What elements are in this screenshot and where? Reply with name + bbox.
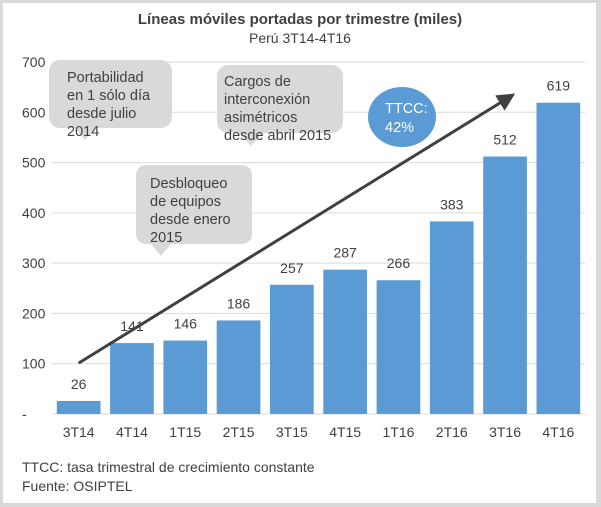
bar — [110, 343, 154, 414]
bar — [216, 320, 261, 414]
data-label: 257 — [280, 260, 304, 276]
ttcc-badge: TTCC: 42% — [368, 87, 436, 147]
callout-desbloqueo: Desbloqueo de equipos desde enero 2015 — [136, 165, 252, 256]
callout-text: Cargos de interconexión asimétricos desd… — [224, 74, 331, 144]
x-tick-label: 2T15 — [223, 424, 255, 440]
bar — [429, 221, 474, 414]
data-label: 186 — [227, 295, 251, 311]
x-tick-label: 3T14 — [63, 424, 95, 440]
y-axis: - 100 200 300 400 500 600 700 — [22, 54, 46, 422]
callout-text: Portabilidad en 1 sólo día desde julio 2… — [67, 70, 154, 140]
y-tick-label: 200 — [22, 305, 46, 321]
x-tick-label: 2T16 — [436, 424, 468, 440]
x-tick-label: 3T16 — [489, 424, 521, 440]
y-tick-label: 400 — [22, 205, 46, 221]
callout-text: Desbloqueo de equipos desde enero 2015 — [150, 176, 235, 246]
chart-title: Líneas móviles portadas por trimestre (m… — [138, 11, 462, 28]
y-tick-label: 600 — [22, 104, 46, 120]
x-tick-label: 4T15 — [329, 424, 361, 440]
bar — [163, 340, 208, 414]
x-tick-label: 3T15 — [276, 424, 308, 440]
x-tick-label: 1T15 — [169, 424, 201, 440]
data-label: 26 — [71, 376, 87, 392]
callout-portabilidad: Portabilidad en 1 sólo día desde julio 2… — [49, 60, 172, 140]
x-tick-label: 4T14 — [116, 424, 148, 440]
y-tick-label: 300 — [22, 255, 46, 271]
bar — [56, 400, 101, 414]
footnote-ttcc: TTCC: tasa trimestral de crecimiento con… — [22, 459, 315, 475]
y-tick-label: 500 — [22, 155, 46, 171]
trend-arrow-line — [77, 93, 516, 365]
y-tick-label: 700 — [22, 54, 46, 70]
chart-subtitle: Perú 3T14-4T16 — [249, 30, 351, 46]
trend-arrow — [77, 93, 516, 365]
x-tick-label: 1T16 — [382, 424, 414, 440]
ttcc-badge-text: TTCC: 42% — [385, 101, 432, 136]
y-tick-label: 100 — [22, 356, 46, 372]
data-label: 512 — [493, 132, 517, 148]
x-tick-label: 4T16 — [542, 424, 574, 440]
callout-cargos-interconexion: Cargos de interconexión asimétricos desd… — [217, 65, 343, 146]
data-label: 287 — [333, 245, 357, 261]
y-tick-label: - — [22, 406, 27, 422]
x-axis: 3T14 4T14 1T15 2T15 3T15 4T15 1T16 2T16 3T16 4T16 — [63, 424, 575, 440]
ttcc-badge-circle — [368, 87, 436, 147]
bar — [483, 156, 527, 414]
bar — [536, 102, 581, 414]
data-label: 266 — [387, 255, 411, 271]
bar — [376, 280, 421, 414]
data-label: 146 — [174, 316, 198, 332]
data-labels: 26 141 146 186 257 287 266 383 512 619 — [71, 78, 570, 392]
data-label: 383 — [440, 196, 464, 212]
bar — [269, 284, 314, 414]
data-label: 141 — [120, 318, 144, 334]
data-label: 619 — [547, 78, 571, 94]
source-note: Fuente: OSIPTEL — [22, 478, 133, 494]
bars — [56, 102, 581, 414]
bar — [323, 269, 368, 414]
